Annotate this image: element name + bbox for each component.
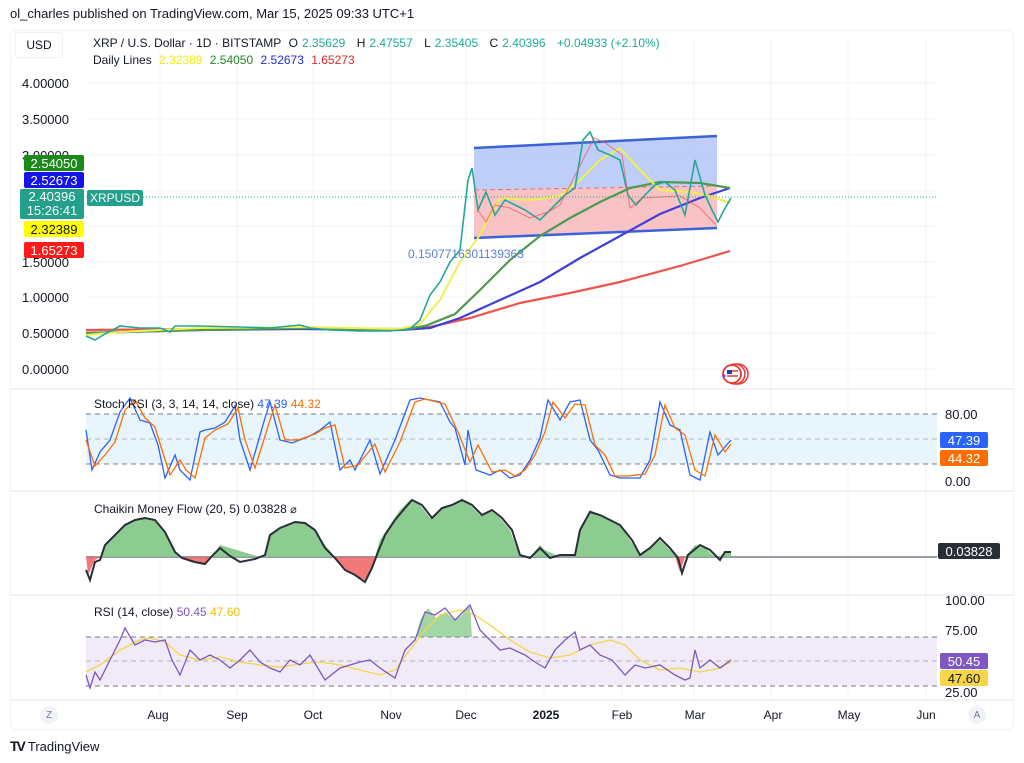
ohlc-low: L 2.35405 [424,36,482,50]
time-label: Nov [380,708,402,722]
daily-lines-legend: Daily Lines 2.32389 2.54050 2.52673 1.65… [93,53,359,67]
price-tick: 1.00000 [22,290,69,305]
cmf-legend: Chaikin Money Flow (20, 5) 0.03828 ⌀ [94,502,297,516]
ohlc-close: C 2.40396 [490,36,550,50]
stoch-d-tag: 44.32 [940,450,988,466]
rsi-level-100: 100.00 [945,593,985,608]
stoch-d-line [85,398,732,480]
rsi-line [85,603,732,691]
symbol-title: XRP / U.S. Dollar · 1D · BITSTAMP [93,36,282,50]
cmf-value: 0.03828 [243,502,287,516]
stoch-k-line [85,396,732,482]
price-tick: 0.50000 [22,326,69,341]
rsi-level-25: 25.00 [945,685,978,700]
stoch-level-0: 0.00 [945,474,971,489]
close-value: 2.40396 [502,36,546,50]
daily-line-blue: 2.52673 [260,53,304,67]
high-value: 2.47557 [369,36,413,50]
hidden-eye-icon[interactable]: ⌀ [290,504,297,516]
ma-blue-price-tag: 2.52673 [24,172,84,188]
symbol-legend: XRP / U.S. Dollar · 1D · BITSTAMP O 2.356… [93,36,664,50]
ma-green-price-tag: 2.54050 [24,155,84,171]
tradingview-logo[interactable]: TV TradingView [10,738,99,754]
open-value: 2.35629 [301,36,346,50]
ohlc-high: H 2.47557 [357,36,417,50]
time-label: Aug [147,708,169,722]
ma-red-price-tag: 1.65273 [24,242,84,258]
daily-line-green: 2.54050 [209,53,254,67]
last-price-tag: 2.40396 15:26:41 [20,189,84,219]
time-label: Dec [455,708,477,722]
daily-line-red: 1.65273 [311,53,355,67]
rsi-value-tag: 50.45 [940,653,988,669]
c-label: C [489,36,499,50]
rsi-ma-line [85,609,732,676]
time-label: Mar [684,708,706,722]
ma-yellow-price-tag: 2.32389 [24,221,84,237]
rsi-title: RSI (14, close) [94,605,174,619]
price-tick: 0.00000 [22,362,69,377]
channel-measure-label: 0.1507716301139363 [408,247,524,261]
published-by-text: ol_charles published on TradingView.com,… [10,6,415,21]
parallel-channel-drawing [473,134,718,240]
stoch-level-80: 80.00 [945,407,978,422]
cmf-value-tag: 0.03828 [938,543,1000,559]
time-label: Oct [303,708,323,722]
news-flag-icon [722,363,749,385]
rsi-ma-value: 47.60 [210,605,241,619]
currency-button[interactable]: USD [15,32,63,58]
stoch-rsi-legend: Stoch RSI (3, 3, 14, 14, close) 47.39 44… [94,397,321,411]
tradingview-brand-text: TradingView [27,738,100,754]
cmf-negative-area [86,557,685,580]
o-label: O [288,36,298,50]
tradingview-logo-icon: TV [10,738,26,754]
stoch-rsi-title: Stoch RSI (3, 3, 14, 14, close) [94,397,255,411]
rsi-legend: RSI (14, close) 50.45 47.60 [94,605,240,619]
cmf-positive-area [100,500,731,557]
stoch-k-value: 47.39 [257,397,288,411]
time-label: Apr [763,708,783,722]
stoch-k-tag: 47.39 [940,432,988,448]
bar-countdown: 15:26:41 [26,203,78,218]
change-value: +0.04933 (+2.10%) [556,36,660,50]
auto-scale-button[interactable]: A [968,706,986,724]
time-label: Jun [916,708,936,722]
price-tick: 4.00000 [22,76,69,91]
low-value: 2.35405 [434,36,479,50]
daily-lines-label: Daily Lines [93,53,152,67]
rsi-overbought-fill [416,605,472,637]
price-candles [85,130,732,341]
l-label: L [424,36,431,50]
cmf-line [85,498,731,584]
grid [86,40,937,700]
zoom-button[interactable]: Z [40,706,58,724]
price-tick: 3.50000 [22,112,69,127]
cmf-title: Chaikin Money Flow (20, 5) [94,502,241,516]
time-label: May [837,708,861,722]
last-price: 2.40396 [28,189,76,204]
h-label: H [356,36,366,50]
ohlc-open: O 2.35629 [289,36,350,50]
chart-frame [10,30,1014,730]
price-tick: 1.50000 [22,255,69,270]
rsi-ma-tag: 47.60 [940,670,988,686]
time-label: Sep [226,708,248,722]
time-label-year: 2025 [532,708,560,722]
ma-yellow-line [85,146,731,336]
rsi-level-75: 75.00 [945,623,978,638]
daily-line-yellow: 2.32389 [159,53,203,67]
ma-red-line [85,249,731,332]
rsi-value: 50.45 [176,605,207,619]
stoch-d-value: 44.32 [290,397,321,411]
time-label: Feb [611,708,633,722]
symbol-tag: XRPUSD [87,190,143,206]
